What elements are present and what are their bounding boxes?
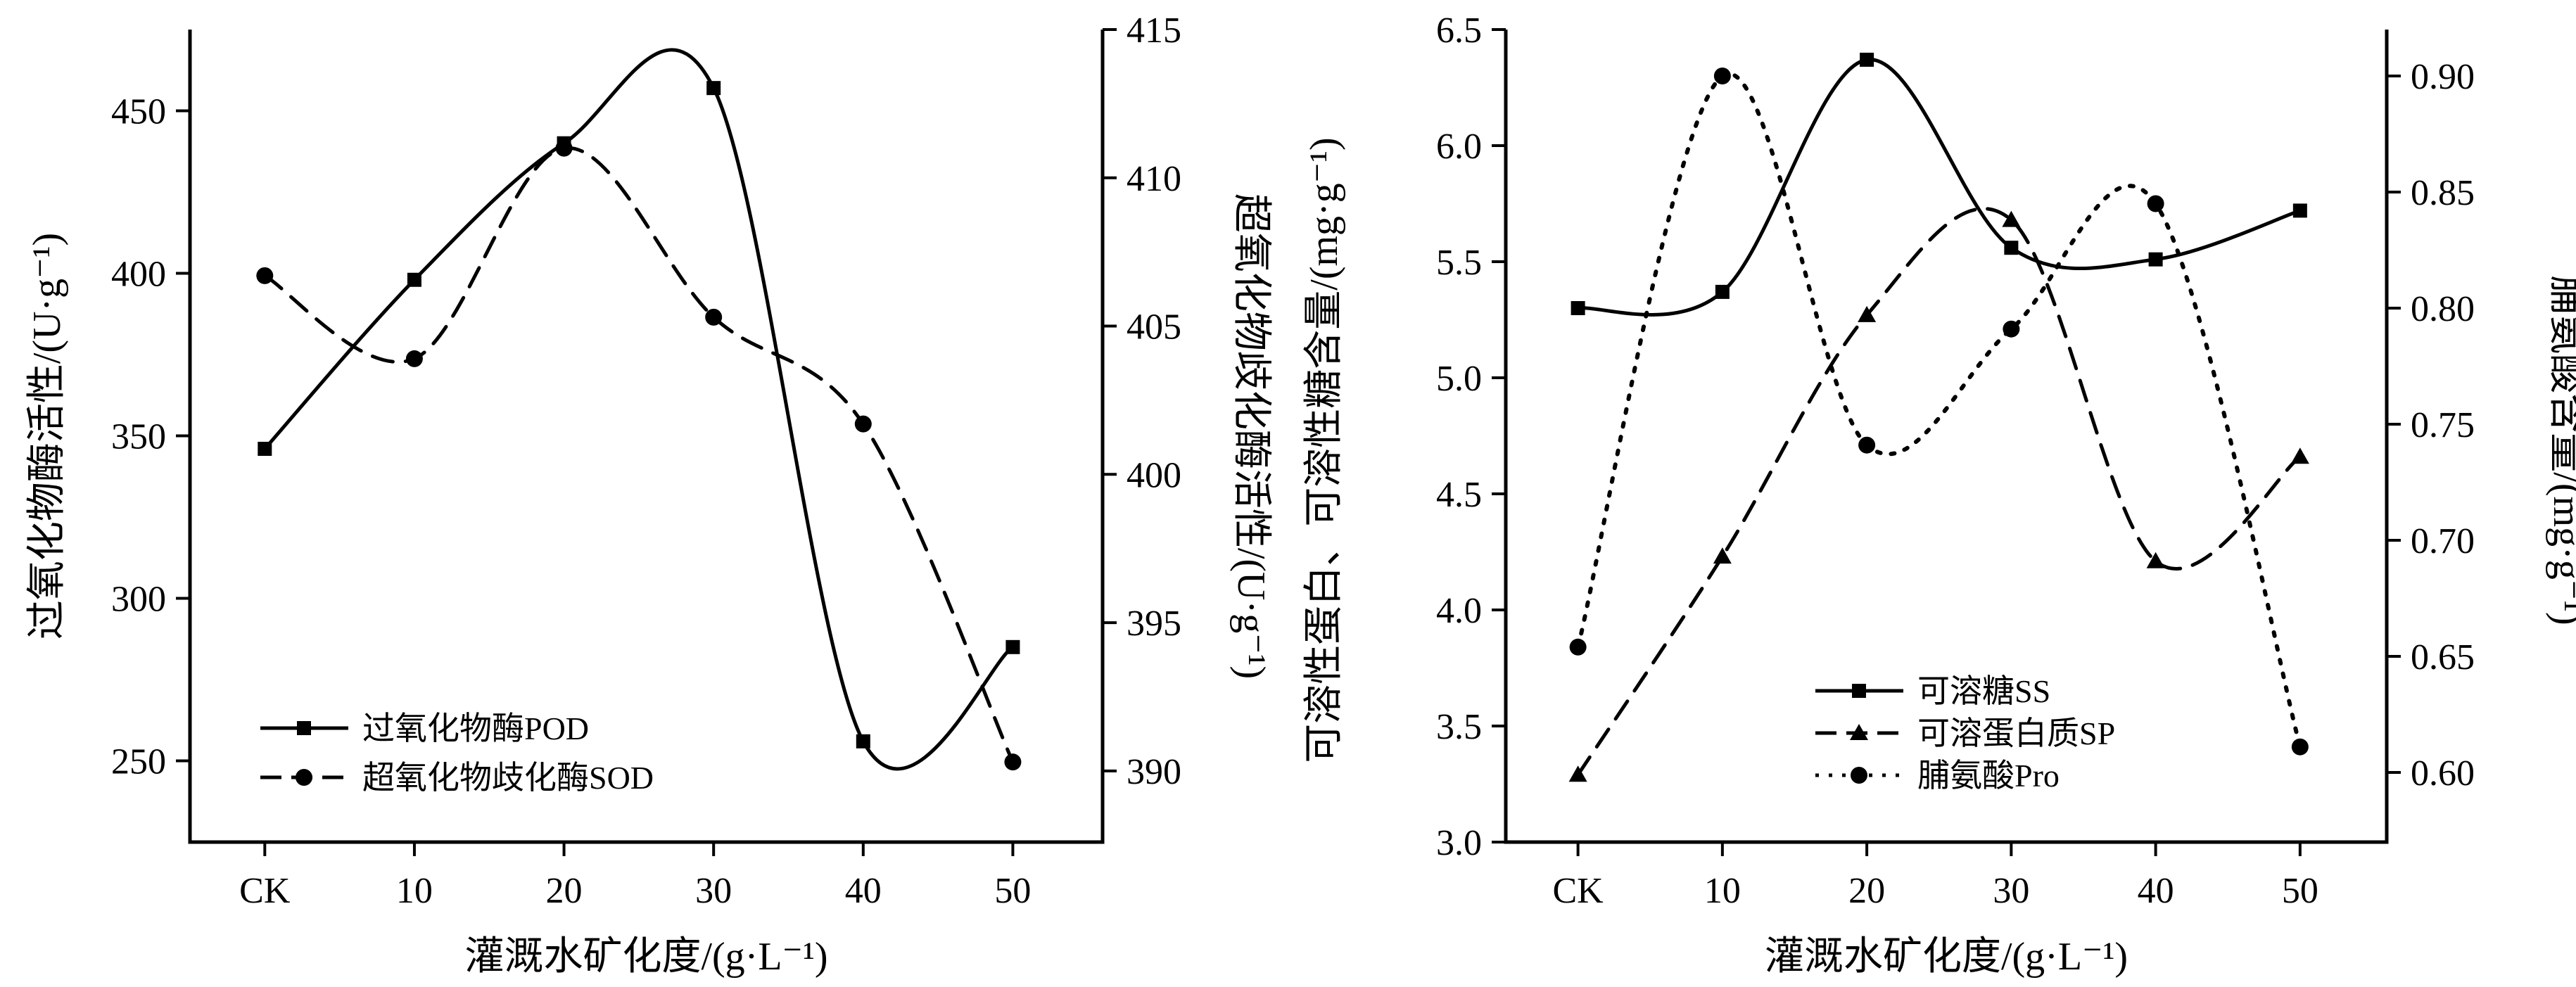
left-tick-label: 350 xyxy=(111,417,166,457)
data-point xyxy=(1713,68,1731,84)
data-point xyxy=(1860,52,1874,67)
left-tick-label: 3.5 xyxy=(1436,707,1482,747)
x-tick-label: CK xyxy=(1552,871,1604,911)
data-point xyxy=(1715,284,1730,299)
legend-label: 可溶糖SS xyxy=(1917,673,2050,709)
left-tick-label: 4.5 xyxy=(1436,475,1482,515)
legend-label: 过氧化物酶POD xyxy=(362,711,589,746)
left-axis-label: 可溶性蛋白、可溶性糖含量/(mg·g⁻¹) xyxy=(1302,137,1346,763)
legend-label: 脯氨酸Pro xyxy=(1917,758,2060,794)
plot-frame xyxy=(1504,30,2389,844)
data-point xyxy=(258,441,272,456)
right-tick-label: 410 xyxy=(1127,159,1181,199)
data-point xyxy=(1569,638,1587,656)
right-tick-label: 415 xyxy=(1127,11,1181,51)
series-line xyxy=(262,48,1015,771)
plot-frame xyxy=(188,30,1105,844)
data-point xyxy=(2002,210,2021,227)
data-point xyxy=(2148,252,2163,267)
data-point xyxy=(2147,195,2164,212)
data-point xyxy=(1858,305,1877,322)
data-point xyxy=(407,272,421,287)
right-axis-label: 超氧化物歧化酶活性/(U·g⁻¹) xyxy=(1229,193,1273,679)
data-point xyxy=(706,81,721,96)
right-tick-label: 405 xyxy=(1127,307,1181,348)
data-point xyxy=(1713,547,1732,564)
x-tick-label: 10 xyxy=(396,871,433,911)
x-tick-label: 40 xyxy=(2138,871,2174,911)
data-point xyxy=(2292,203,2307,218)
data-point xyxy=(555,139,573,157)
x-tick-label: 20 xyxy=(546,871,583,911)
x-tick-label: 50 xyxy=(994,871,1031,911)
series-line xyxy=(1576,58,2302,317)
left-tick-label: 5.0 xyxy=(1436,359,1482,399)
left-tick-label: 450 xyxy=(111,92,166,132)
data-point xyxy=(2146,552,2165,568)
legend-marker xyxy=(1851,767,1867,784)
data-point xyxy=(2003,320,2020,338)
right-tick-label: 0.60 xyxy=(2411,753,2475,794)
left-tick-label: 400 xyxy=(111,255,166,295)
left-tick-label: 3.0 xyxy=(1436,823,1482,863)
right-tick-label: 0.65 xyxy=(2411,637,2475,677)
right-axis-label: 脯氨酸含量/(mg·g⁻¹) xyxy=(2545,275,2576,625)
x-axis-label: 灌溉水矿化度/(g·L⁻¹) xyxy=(464,935,827,979)
chart-pod-sod: 250 300 350 400 450 390 395 400 405 410 415 CK 10 20 3… xyxy=(25,11,1273,979)
series-line xyxy=(1576,207,2302,777)
right-tick-label: 395 xyxy=(1127,604,1181,644)
data-point xyxy=(856,734,870,749)
x-tick-label: CK xyxy=(239,871,291,911)
data-point xyxy=(2291,738,2309,756)
right-tick-label: 0.85 xyxy=(2411,173,2475,213)
data-point xyxy=(854,415,872,433)
right-tick-label: 400 xyxy=(1127,455,1181,495)
chart-ss-sp-pro: 3.0 3.5 4.0 4.5 5.0 5.5 6.0 6.5 0.60 0.65 0.70 0.75… xyxy=(1302,11,2576,979)
data-point xyxy=(1004,753,1022,771)
data-point xyxy=(1858,436,1876,454)
x-tick-label: 40 xyxy=(845,871,882,911)
right-tick-label: 390 xyxy=(1127,752,1181,792)
legend-marker xyxy=(1850,724,1868,740)
x-tick-label: 30 xyxy=(1993,871,2029,911)
left-tick-label: 5.5 xyxy=(1436,243,1482,283)
data-point xyxy=(2290,447,2309,464)
data-point xyxy=(256,267,274,284)
data-point xyxy=(1571,301,1585,315)
x-axis-label: 灌溉水矿化度/(g·L⁻¹) xyxy=(1765,935,2128,979)
right-tick-label: 0.70 xyxy=(2411,521,2475,561)
series-line xyxy=(262,146,1015,764)
series-line xyxy=(1575,71,2302,749)
x-tick-label: 10 xyxy=(1704,871,1741,911)
right-tick-label: 0.80 xyxy=(2411,289,2475,329)
data-point xyxy=(2004,241,2019,255)
left-axis-label: 过氧化物酶活性/(U·g⁻¹) xyxy=(25,233,69,639)
legend-marker xyxy=(1852,684,1866,698)
x-tick-label: 20 xyxy=(1848,871,1885,911)
left-tick-label: 4.0 xyxy=(1436,591,1482,631)
left-tick-label: 250 xyxy=(111,742,166,782)
legend-marker xyxy=(297,721,311,735)
left-tick-label: 6.0 xyxy=(1436,127,1482,167)
x-tick-label: 50 xyxy=(2282,871,2318,911)
data-point xyxy=(705,308,723,326)
x-tick-label: 30 xyxy=(695,871,732,911)
data-point xyxy=(405,350,423,367)
right-tick-label: 0.90 xyxy=(2411,57,2475,97)
legend-label: 超氧化物歧化酶SOD xyxy=(362,760,654,796)
legend-label: 可溶蛋白质SP xyxy=(1917,715,2115,751)
right-tick-label: 0.75 xyxy=(2411,405,2475,445)
data-point xyxy=(1568,765,1587,782)
legend-marker xyxy=(296,769,312,786)
data-point xyxy=(1005,639,1020,654)
left-tick-label: 300 xyxy=(111,580,166,620)
left-tick-label: 6.5 xyxy=(1436,11,1482,51)
